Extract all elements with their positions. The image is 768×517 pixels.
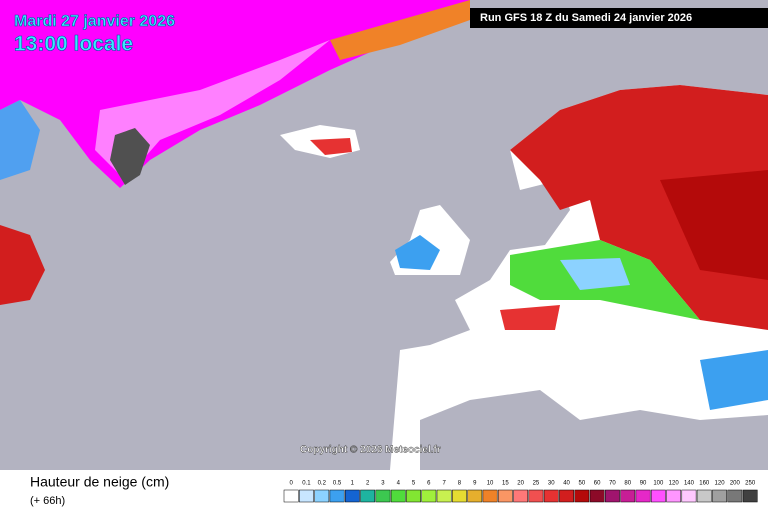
- scale-label: 7: [442, 481, 446, 487]
- scale-swatch: [406, 489, 421, 503]
- scale-swatch: [589, 489, 605, 503]
- scale-swatch: [452, 489, 467, 503]
- scale-label: 50: [579, 481, 586, 487]
- scale-label: 60: [594, 481, 601, 487]
- scale-label: 120: [715, 481, 726, 487]
- scale-swatch: [635, 489, 651, 503]
- snow-zone: [330, 0, 470, 60]
- scale-swatch: [467, 489, 483, 503]
- snow-zone: [660, 170, 768, 280]
- scale-swatch: [543, 489, 559, 503]
- scale-label: 0: [289, 481, 293, 487]
- scale-swatch: [712, 489, 727, 503]
- scale-swatch: [605, 489, 620, 503]
- scale-swatch: [574, 489, 590, 503]
- forecast-time: 13:00 locale: [14, 33, 133, 56]
- scale-swatch: [360, 489, 376, 503]
- scale-swatch: [666, 489, 682, 503]
- scale-swatch: [620, 489, 636, 503]
- scale-label: 25: [533, 481, 540, 487]
- scale-label: 140: [684, 481, 695, 487]
- snow-zone: [395, 235, 440, 270]
- scale-swatch: [329, 489, 345, 503]
- scale-label: 70: [609, 481, 616, 487]
- scale-swatch: [513, 489, 529, 503]
- scale-label: 5: [412, 481, 416, 487]
- snow-zone: [500, 305, 560, 330]
- scale-label: 0.5: [333, 481, 342, 487]
- scale-swatch: [742, 489, 758, 503]
- scale-label: 9: [473, 481, 477, 487]
- scale-swatch: [421, 489, 437, 503]
- scale-label: 40: [563, 481, 570, 487]
- copyright: Copyright © 2026 Meteociel.fr: [300, 445, 441, 456]
- scale-label: 90: [640, 481, 647, 487]
- scale-label: 4: [397, 481, 401, 487]
- scale-swatch: [314, 489, 330, 503]
- scale-swatch: [299, 489, 314, 503]
- run-box: [470, 8, 768, 28]
- scale-label: 30: [548, 481, 555, 487]
- scale-swatch: [482, 489, 498, 503]
- snow-zone: [700, 350, 768, 410]
- snow-zone: [110, 128, 150, 185]
- scale-swatch: [528, 489, 544, 503]
- scale-label: 8: [458, 481, 462, 487]
- color-scale: 0 0.1 0.2 0.5 1 2 3 4 5 6 7 8 9 10 15 20 25 30 40 50 60 70 80 9…: [283, 481, 758, 503]
- legend-subtitle: (+ 66h): [30, 495, 65, 507]
- scale-label: 100: [653, 481, 664, 487]
- scale-label: 10: [487, 481, 494, 487]
- scale-swatch: [727, 489, 743, 503]
- scale-swatch: [390, 489, 406, 503]
- scale-swatch: [344, 489, 360, 503]
- scale-label: 0.1: [302, 481, 311, 487]
- legend-title: Hauteur de neige (cm): [30, 474, 169, 490]
- snow-zone: [0, 100, 40, 180]
- snow-zone: [0, 225, 45, 305]
- scale-label: 3: [381, 481, 385, 487]
- snow-zone: [310, 138, 352, 155]
- scale-label: 6: [427, 481, 431, 487]
- scale-swatch: [497, 489, 513, 503]
- scale-label: 1: [351, 481, 355, 487]
- scale-swatch: [375, 489, 391, 503]
- run-info: Run GFS 18 Z du Samedi 24 janvier 2026: [480, 12, 692, 24]
- scale-swatch: [283, 489, 299, 503]
- scale-label: 15: [502, 481, 509, 487]
- scale-label: 160: [699, 481, 710, 487]
- forecast-date: Mardi 27 janvier 2026: [14, 13, 175, 30]
- scale-label: 120: [669, 481, 680, 487]
- sea: [420, 390, 768, 470]
- snow-zone: [95, 40, 330, 180]
- scale-label: 0.2: [318, 481, 327, 487]
- scale-label: 250: [745, 481, 756, 487]
- scale-swatch: [436, 489, 452, 503]
- scale-label: 80: [624, 481, 631, 487]
- scale-label: 20: [517, 481, 524, 487]
- scale-swatch: [681, 489, 697, 503]
- scale-label: 2: [366, 481, 370, 487]
- scale-swatch: [696, 489, 712, 503]
- scale-swatch: [650, 489, 666, 503]
- snow-zone: [560, 258, 630, 290]
- scale-swatch: [559, 489, 574, 503]
- scale-label: 200: [730, 481, 741, 487]
